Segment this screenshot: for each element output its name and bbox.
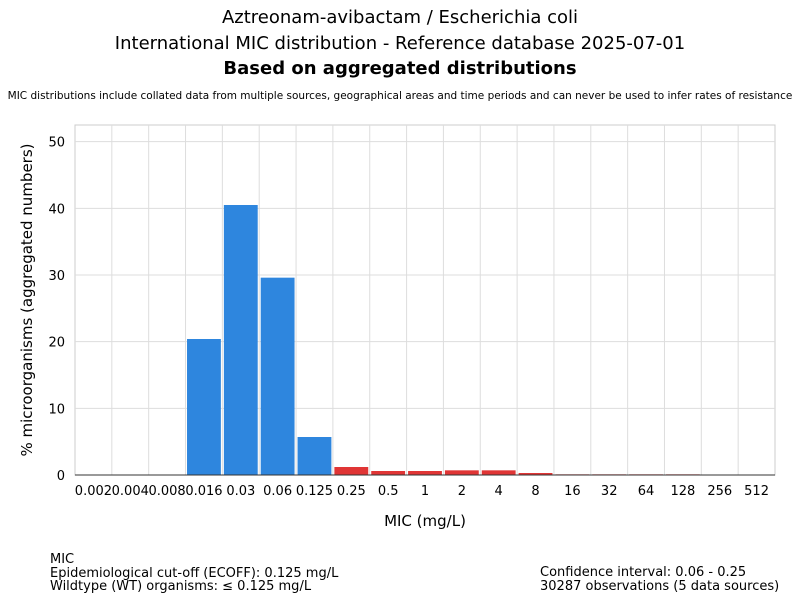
x-tick-label: 0.125 bbox=[296, 484, 333, 499]
y-tick-label: 0 bbox=[57, 469, 65, 484]
bar-0.06 bbox=[260, 277, 295, 475]
footer-mic-label: MIC bbox=[50, 552, 75, 567]
x-tick-label: 16 bbox=[564, 484, 581, 499]
x-tick-label: 0.25 bbox=[337, 484, 366, 499]
footer-right: Confidence interval: 0.06 - 0.25 30287 o… bbox=[540, 566, 779, 593]
footer-left: MIC Epidemiological cut-off (ECOFF): 0.1… bbox=[50, 553, 338, 594]
x-tick-label: 0.5 bbox=[378, 484, 399, 499]
x-tick-label: 0.004 bbox=[112, 484, 149, 499]
bar-0.25 bbox=[334, 467, 369, 475]
footer-confidence-interval: Confidence interval: 0.06 - 0.25 bbox=[540, 565, 747, 580]
bar-0.03 bbox=[223, 205, 258, 475]
plot-area bbox=[74, 124, 776, 476]
y-tick-label: 20 bbox=[48, 336, 65, 351]
x-tick-label: 0.008 bbox=[148, 484, 185, 499]
bar-8 bbox=[518, 473, 553, 475]
chart-title-line1: Aztreonam-avibactam / Escherichia coli bbox=[221, 7, 579, 28]
y-tick-label: 30 bbox=[48, 269, 65, 284]
chart-title-line2: International MIC distribution - Referen… bbox=[114, 33, 686, 54]
bar-0.016 bbox=[187, 339, 221, 475]
y-tick-label: 40 bbox=[48, 202, 65, 217]
bar-2 bbox=[444, 470, 479, 475]
x-tick-label: 4 bbox=[495, 484, 503, 499]
x-tick-label: 8 bbox=[531, 484, 539, 499]
x-tick-label: 32 bbox=[601, 484, 618, 499]
chart-title-line3: Based on aggregated distributions bbox=[223, 58, 577, 79]
bar-1 bbox=[408, 471, 442, 475]
footer-wildtype: Wildtype (WT) organisms: ≤ 0.125 mg/L bbox=[50, 579, 312, 594]
y-axis-label: % microorganisms (aggregated numbers) bbox=[18, 143, 36, 456]
x-tick-label: 0.03 bbox=[226, 484, 255, 499]
x-tick-label: 64 bbox=[638, 484, 655, 499]
x-tick-label: 0.002 bbox=[75, 484, 112, 499]
x-axis-label: MIC (mg/L) bbox=[384, 512, 466, 530]
x-tick-label: 2 bbox=[458, 484, 466, 499]
x-tick-label: 256 bbox=[707, 484, 732, 499]
chart-disclaimer-note: MIC distributions include collated data … bbox=[7, 90, 793, 102]
x-tick-label: 512 bbox=[744, 484, 769, 499]
bar-0.5 bbox=[371, 471, 406, 475]
footer-observations: 30287 observations (5 data sources) bbox=[540, 578, 780, 594]
y-tick-label: 10 bbox=[48, 402, 65, 417]
x-tick-label: 128 bbox=[670, 484, 695, 499]
x-tick-label: 0.016 bbox=[185, 484, 222, 499]
y-tick-label: 50 bbox=[48, 136, 65, 151]
footer-ecoff: Epidemiological cut-off (ECOFF): 0.125 m… bbox=[50, 565, 339, 581]
x-tick-label: 0.06 bbox=[263, 484, 292, 499]
bar-4 bbox=[481, 470, 516, 475]
x-tick-label: 1 bbox=[421, 484, 429, 499]
bar-0.125 bbox=[297, 437, 332, 475]
